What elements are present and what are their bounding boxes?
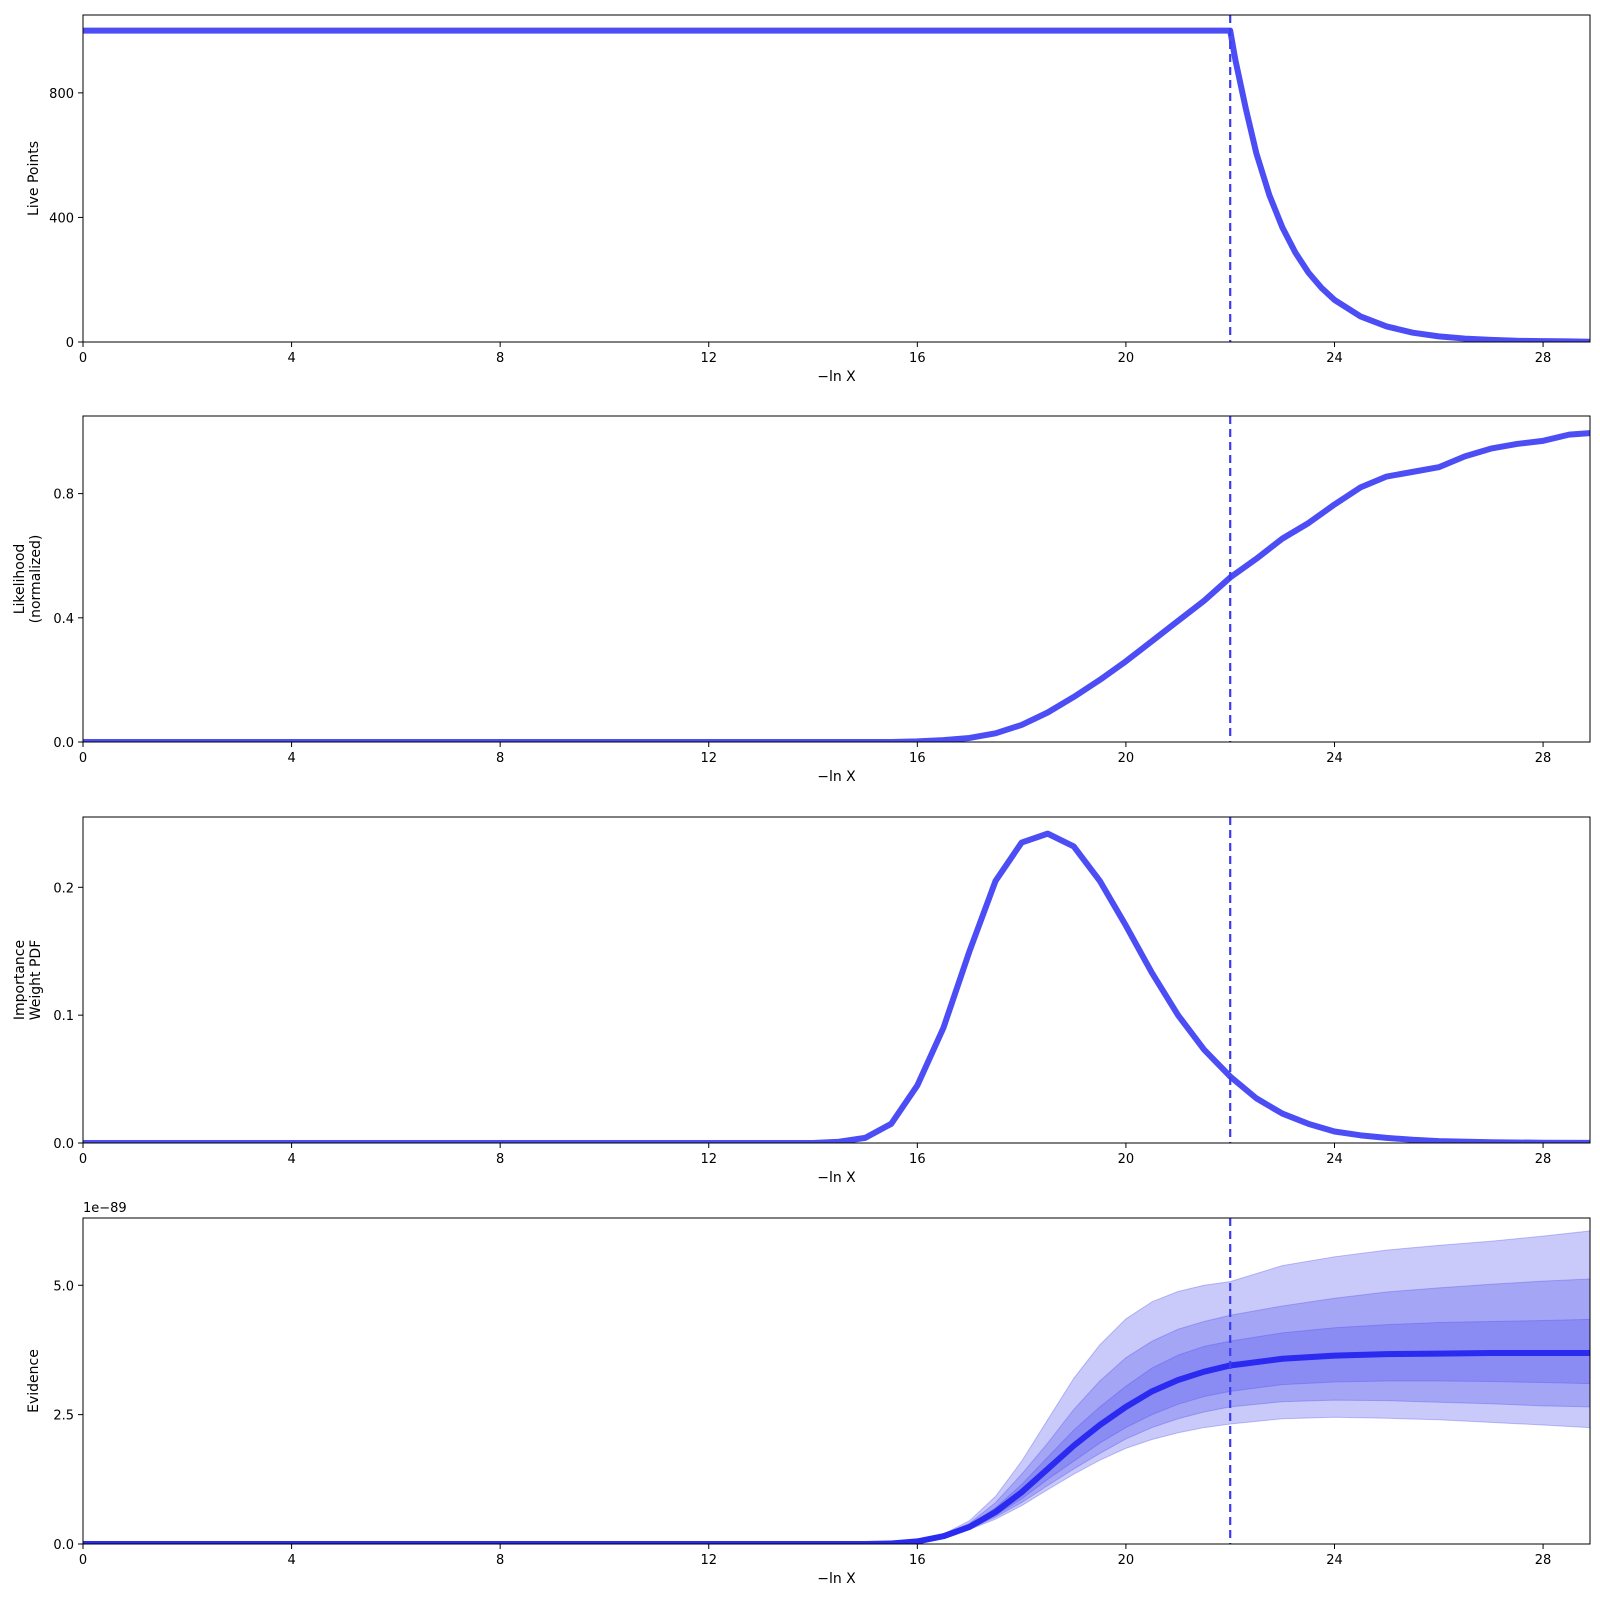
series-line [83, 830, 1590, 1143]
y-axis-label: Weight PDF [28, 940, 44, 1021]
y-tick-label: 0.0 [53, 1538, 74, 1553]
y-offset-label: 1e−89 [83, 1201, 127, 1216]
y-axis-label: Likelihood [12, 544, 28, 615]
x-axis-label: −ln X [817, 769, 856, 785]
x-tick-label: 20 [1118, 351, 1135, 366]
x-tick-label: 4 [287, 1152, 295, 1167]
evidence-band-1sigma [83, 1318, 1590, 1544]
evidence-band-2sigma [83, 1278, 1590, 1544]
x-tick-label: 28 [1535, 1152, 1552, 1167]
y-tick-label: 800 [49, 87, 74, 102]
y-tick-label: 5.0 [53, 1279, 74, 1294]
x-tick-label: 24 [1326, 1553, 1343, 1568]
x-tick-label: 0 [79, 1553, 87, 1568]
x-tick-label: 8 [496, 1152, 504, 1167]
x-tick-label: 4 [287, 751, 295, 766]
y-tick-label: 0.2 [53, 881, 74, 896]
plot-area [83, 416, 1590, 742]
x-tick-label: 16 [909, 1553, 926, 1568]
x-axis-label: −ln X [817, 1170, 856, 1186]
x-tick-label: 12 [700, 1553, 717, 1568]
x-tick-label: 0 [79, 751, 87, 766]
x-tick-label: 0 [79, 1152, 87, 1167]
y-tick-label: 2.5 [53, 1409, 74, 1424]
x-tick-label: 8 [496, 751, 504, 766]
y-tick-label: 400 [49, 211, 74, 226]
y-tick-label: 0.0 [53, 1137, 74, 1152]
x-tick-label: 12 [700, 751, 717, 766]
live-points-panel: 0 4 8 12 16 20 24 28 0 400 800 −ln X Live Points [26, 14, 1591, 385]
x-tick-label: 28 [1535, 751, 1552, 766]
y-tick-label: 0.8 [53, 488, 74, 503]
y-tick-label: 0 [66, 336, 74, 351]
y-tick-label: 0.1 [53, 1009, 74, 1024]
series-line [83, 27, 1590, 342]
x-tick-label: 4 [287, 351, 295, 366]
evidence-band-3sigma [83, 1230, 1590, 1544]
series-line [83, 430, 1590, 742]
x-tick-label: 24 [1326, 1152, 1343, 1167]
y-axis-label: Evidence [26, 1349, 42, 1413]
plot-area [83, 15, 1590, 342]
x-tick-label: 12 [700, 351, 717, 366]
x-tick-label: 20 [1118, 751, 1135, 766]
y-axis-label: (normalized) [28, 535, 44, 624]
x-tick-label: 20 [1118, 1553, 1135, 1568]
y-axis-label: Importance [12, 940, 28, 1020]
plot-area [83, 817, 1590, 1143]
x-tick-label: 12 [700, 1152, 717, 1167]
y-axis-label: Live Points [26, 141, 42, 216]
axes-frame [82, 1217, 1591, 1545]
evidence-median-line [83, 1350, 1590, 1544]
axes-frame [82, 816, 1591, 1144]
axes-frame [82, 415, 1591, 743]
x-axis-label: −ln X [817, 1571, 856, 1587]
x-tick-label: 24 [1326, 351, 1343, 366]
x-tick-label: 8 [496, 1553, 504, 1568]
x-tick-label: 16 [909, 1152, 926, 1167]
importance-weight-panel: 0 4 8 12 16 20 24 28 0.0 0.1 0.2 −ln X Importance Wei… [12, 816, 1591, 1186]
x-tick-label: 0 [79, 351, 87, 366]
x-tick-label: 24 [1326, 751, 1343, 766]
y-tick-label: 0.4 [53, 612, 74, 627]
x-tick-label: 8 [496, 351, 504, 366]
x-axis-label: −ln X [817, 369, 856, 385]
plot-area [83, 1218, 1590, 1544]
y-tick-label: 0.0 [53, 736, 74, 751]
x-tick-label: 28 [1535, 1553, 1552, 1568]
x-tick-label: 4 [287, 1553, 295, 1568]
likelihood-panel: 0 4 8 12 16 20 24 28 0.0 0.4 0.8 −ln X Likelihood (no… [12, 415, 1591, 785]
x-tick-label: 20 [1118, 1152, 1135, 1167]
x-tick-label: 28 [1535, 351, 1552, 366]
evidence-panel: 0 4 8 12 16 20 24 28 0.0 2.5 5.0 −ln X Evidence 1e−89 [26, 1201, 1591, 1587]
x-tick-label: 16 [909, 351, 926, 366]
axes-frame [82, 14, 1591, 343]
x-tick-label: 16 [909, 751, 926, 766]
